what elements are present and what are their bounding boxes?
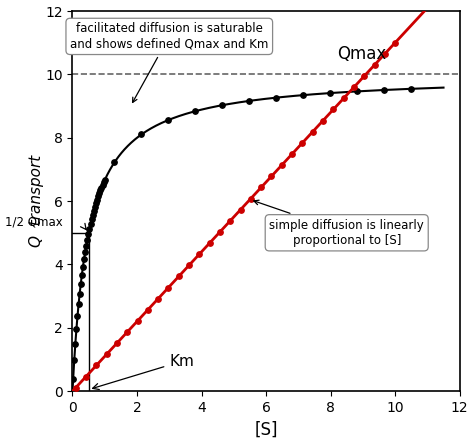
Point [137,131,145,138]
Y-axis label: Q  transport: Q transport [29,155,44,247]
Point [73,313,81,320]
Point [94,193,102,200]
Point [191,107,199,115]
Point [76,290,83,297]
Point [288,151,296,158]
Point [78,271,86,278]
Point [237,206,245,213]
Point [98,184,105,191]
Point [227,217,234,224]
Point [319,117,327,124]
Point [79,263,87,270]
Point [155,295,162,302]
Point [84,230,92,238]
Point [278,162,285,169]
Point [73,326,80,333]
Point [82,249,89,256]
Point [392,39,399,46]
Point [408,85,415,92]
Point [75,301,82,308]
Point [87,220,94,227]
Point [69,376,77,383]
Point [103,351,110,358]
Point [340,95,347,102]
Point [92,200,100,207]
Point [83,236,91,243]
Point [185,262,193,269]
Text: 1/2 Qmax: 1/2 Qmax [5,215,63,228]
Point [100,179,108,186]
Point [350,83,358,91]
Point [134,317,141,325]
Point [99,182,106,189]
Point [80,255,88,262]
Point [246,97,253,104]
Point [273,94,280,101]
Point [82,242,90,249]
Point [123,329,131,336]
Point [257,184,265,191]
Point [72,384,80,391]
Point [381,87,388,94]
Point [71,357,78,364]
Point [371,61,378,68]
Point [247,195,255,202]
Point [196,250,203,258]
Point [354,88,361,95]
Point [300,91,307,99]
Point [309,128,317,135]
Point [329,106,337,113]
Point [164,116,172,123]
Point [72,341,79,348]
Point [268,173,275,180]
Text: facilitated diffusion is saturable
and shows defined Qmax and Km: facilitated diffusion is saturable and s… [70,22,268,103]
Text: simple diffusion is linearly
proportional to [S]: simple diffusion is linearly proportiona… [254,200,424,247]
Point [113,340,121,347]
Text: Km: Km [92,354,194,389]
Point [97,187,104,194]
Point [95,190,103,197]
Point [101,176,109,183]
Point [92,362,100,369]
X-axis label: [S]: [S] [255,420,278,438]
Point [216,228,224,235]
Point [77,280,84,287]
Point [110,159,118,166]
Point [82,373,90,380]
Point [327,90,334,97]
Point [381,50,389,57]
Point [175,273,182,280]
Point [360,72,368,79]
Point [164,284,172,291]
Point [90,207,98,214]
Point [89,211,97,218]
Point [206,239,213,246]
Point [299,139,306,147]
Point [88,216,95,223]
Point [93,196,101,203]
Point [86,225,93,232]
Point [144,306,152,313]
Point [219,102,226,109]
Point [91,203,99,210]
Text: Qmax: Qmax [337,44,386,63]
